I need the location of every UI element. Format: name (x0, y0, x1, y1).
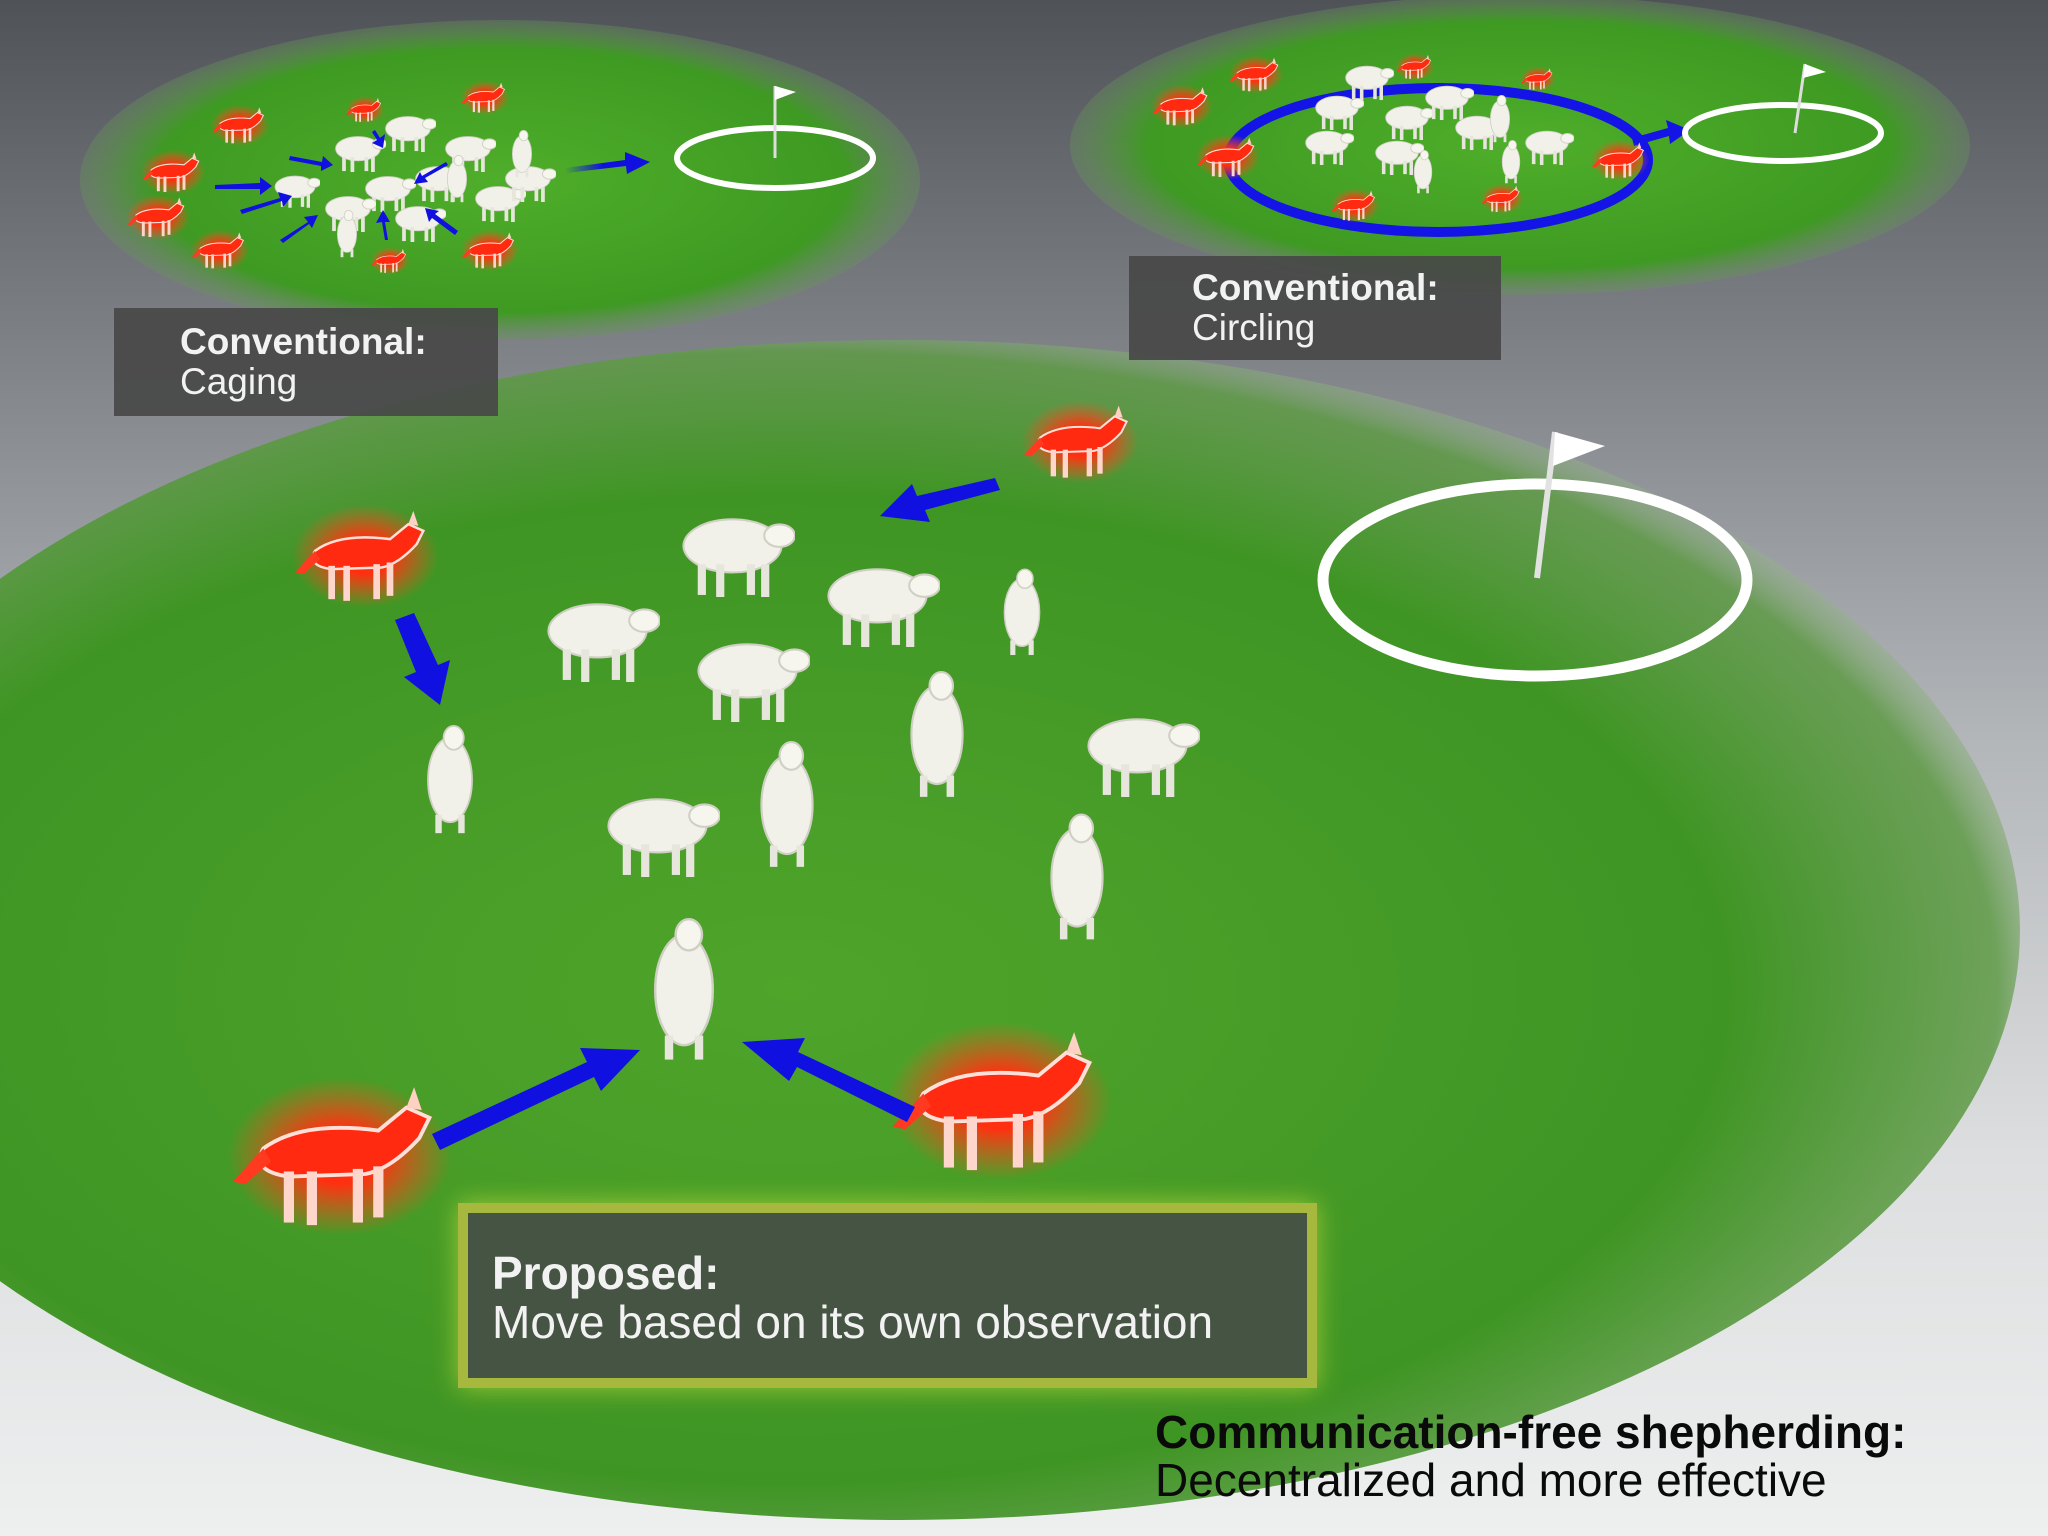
circling-goal (1682, 63, 1884, 164)
caging-heading: Conventional: (180, 321, 427, 362)
flag-icon (1534, 431, 1558, 579)
arrow-icon (880, 478, 1000, 522)
footer-heading: Communication-free shepherding: (1155, 1406, 1907, 1458)
proposed-label: Proposed: Move based on its own observat… (458, 1203, 1317, 1388)
caging-arrows (215, 130, 650, 243)
caging-diagram (125, 80, 876, 276)
main-arrows (395, 478, 1000, 1150)
goal-ring-icon (1317, 478, 1753, 682)
circling-heading: Conventional: (1192, 267, 1439, 308)
circling-label: Conventional: Circling (1129, 256, 1501, 360)
proposed-subtitle: Move based on its own observation (492, 1296, 1214, 1348)
flag-icon (1793, 63, 1807, 134)
caging-goal (674, 86, 876, 191)
proposed-heading: Proposed: (492, 1247, 720, 1299)
circling-field (1070, 0, 1970, 295)
main-goal (1317, 431, 1753, 682)
footer-subtitle: Decentralized and more effective (1155, 1454, 1827, 1506)
dog-icon (210, 105, 270, 147)
proposed-diagram (228, 400, 1753, 1235)
caging-field (80, 20, 920, 340)
caging-subtitle: Caging (180, 361, 298, 402)
goal-ring-icon (1682, 102, 1884, 164)
circling-diagram (1150, 52, 1884, 237)
footer-caption: Communication-free shepherding: Decentra… (1155, 1408, 2035, 1504)
caging-label: Conventional: Caging (114, 308, 498, 416)
circling-subtitle: Circling (1192, 307, 1316, 348)
